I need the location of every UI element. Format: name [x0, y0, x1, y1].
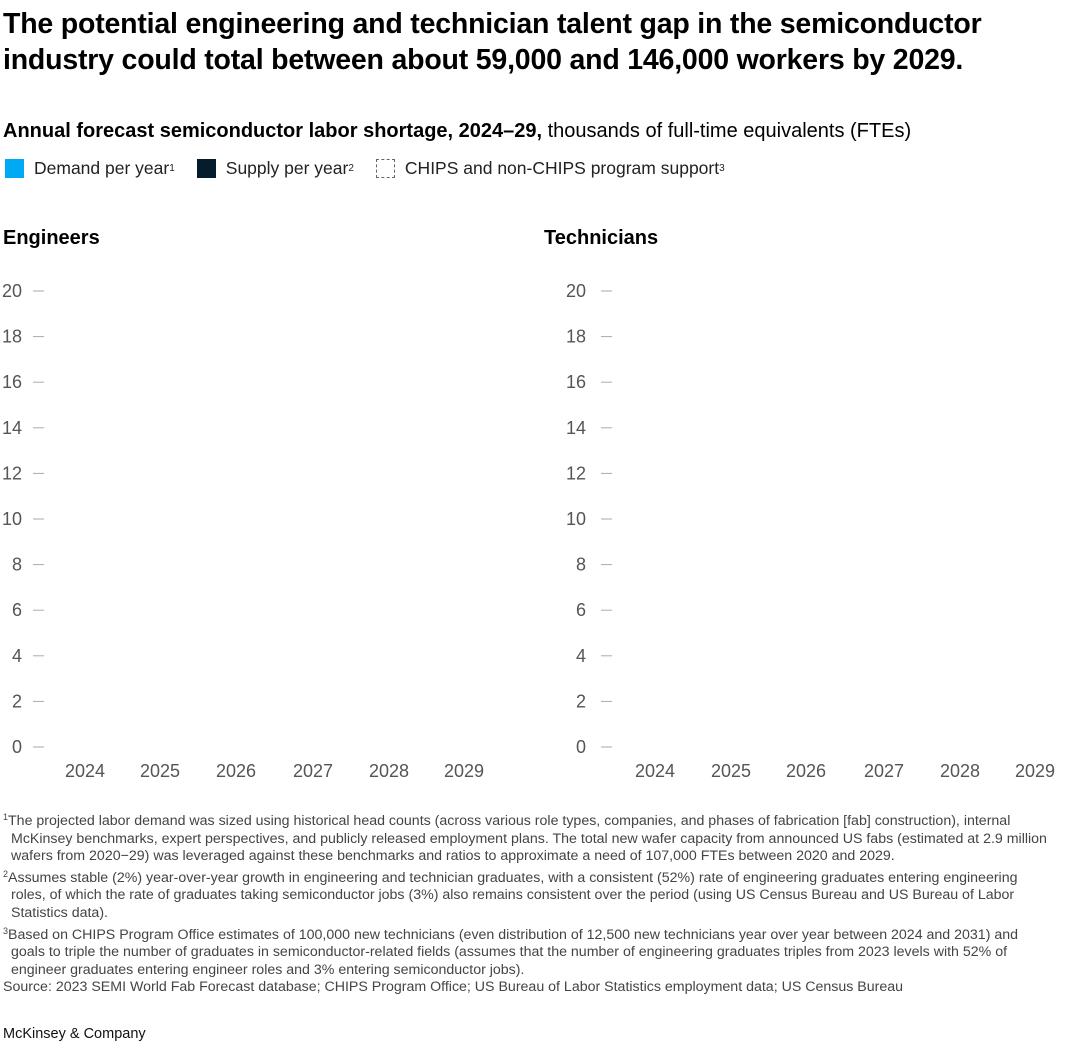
- legend-label: Demand per year: [34, 158, 170, 178]
- y-tick-label: 6: [576, 600, 586, 620]
- legend-item-supply: Supply per year 2: [196, 158, 354, 179]
- y-tick-label: 16: [566, 372, 586, 392]
- legend-swatch-demand: [5, 159, 24, 178]
- chart-title: The potential engineering and technician…: [3, 8, 982, 76]
- y-tick-label: 2: [576, 691, 586, 711]
- footnotes: 1The projected labor demand was sized us…: [3, 809, 1051, 997]
- legend: Demand per year 1 Supply per year 2 CHIPS …: [5, 158, 747, 179]
- footnote-3: 3Based on CHIPS Program Office estimates…: [3, 923, 1051, 980]
- x-tick-label: 2029: [444, 761, 484, 781]
- footnote-text: Based on CHIPS Program Office estimates …: [8, 926, 1019, 978]
- x-tick-label: 2028: [369, 761, 409, 781]
- legend-label: CHIPS and non-CHIPS program support: [404, 158, 720, 178]
- y-tick-label: 14: [566, 418, 586, 438]
- footnote-marker: 2: [348, 163, 354, 174]
- x-tick-label: 2025: [711, 761, 751, 781]
- y-tick-label: 18: [566, 327, 586, 347]
- panel-title-engineers: Engineers: [3, 227, 100, 249]
- legend-label: Supply per year: [225, 158, 349, 178]
- footnote-text: Assumes stable (2%) year-over-year growt…: [8, 869, 1018, 921]
- y-tick-label: 18: [2, 327, 22, 347]
- x-tick-label: 2025: [140, 761, 180, 781]
- y-tick-label: 14: [2, 418, 22, 438]
- panel-title-technicians: Technicians: [544, 227, 659, 249]
- footnote-text: The projected labor demand was sized usi…: [8, 813, 1047, 865]
- y-tick-label: 12: [566, 463, 586, 483]
- legend-item-demand: Demand per year 1: [5, 158, 175, 179]
- y-tick-label: 10: [566, 509, 586, 529]
- brand-logo: McKinsey & Company: [3, 1026, 146, 1042]
- x-tick-label: 2027: [293, 761, 333, 781]
- y-tick-label: 0: [576, 737, 586, 757]
- x-tick-label: 2024: [65, 761, 105, 781]
- footnote-2: 2Assumes stable (2%) year-over-year grow…: [3, 866, 1051, 923]
- y-tick-label: 2: [12, 691, 22, 711]
- x-tick-label: 2028: [940, 761, 980, 781]
- y-tick-label: 20: [566, 281, 586, 301]
- y-tick-label: 12: [2, 463, 22, 483]
- x-tick-label: 2024: [635, 761, 675, 781]
- legend-item-chips: CHIPS and non-CHIPS program support 3: [375, 158, 725, 179]
- footnote-marker: 1: [169, 163, 175, 174]
- y-tick-label: 20: [2, 281, 22, 301]
- footnote-marker: 3: [3, 925, 9, 936]
- x-tick-label: 2027: [864, 761, 904, 781]
- y-tick-label: 0: [12, 737, 22, 757]
- y-tick-label: 16: [2, 372, 22, 392]
- y-tick-label: 4: [12, 646, 22, 666]
- x-tick-label: 2026: [786, 761, 826, 781]
- y-tick-label: 6: [12, 600, 22, 620]
- legend-swatch-supply: [196, 159, 216, 178]
- y-tick-label: 8: [12, 555, 22, 575]
- footnote-1: 1The projected labor demand was sized us…: [3, 809, 1051, 866]
- y-tick-label: 4: [576, 646, 586, 666]
- footnote-marker: 2: [3, 868, 9, 879]
- chart-subtitle: Annual forecast semiconductor labor shor…: [3, 118, 911, 144]
- footnote-marker: 3: [719, 163, 725, 174]
- subtitle-unit: thousands of full-time equivalents (FTEs…: [542, 120, 912, 142]
- y-tick-label: 10: [2, 509, 22, 529]
- source: Source: 2023 SEMI World Fab Forecast dat…: [3, 979, 904, 996]
- x-tick-label: 2029: [1015, 761, 1055, 781]
- legend-swatch-chips: [375, 159, 395, 178]
- footnote-marker: 1: [3, 812, 9, 822]
- y-tick-label: 8: [576, 555, 586, 575]
- subtitle-bold: Annual forecast semiconductor labor shor…: [3, 120, 543, 142]
- x-tick-label: 2026: [216, 761, 256, 781]
